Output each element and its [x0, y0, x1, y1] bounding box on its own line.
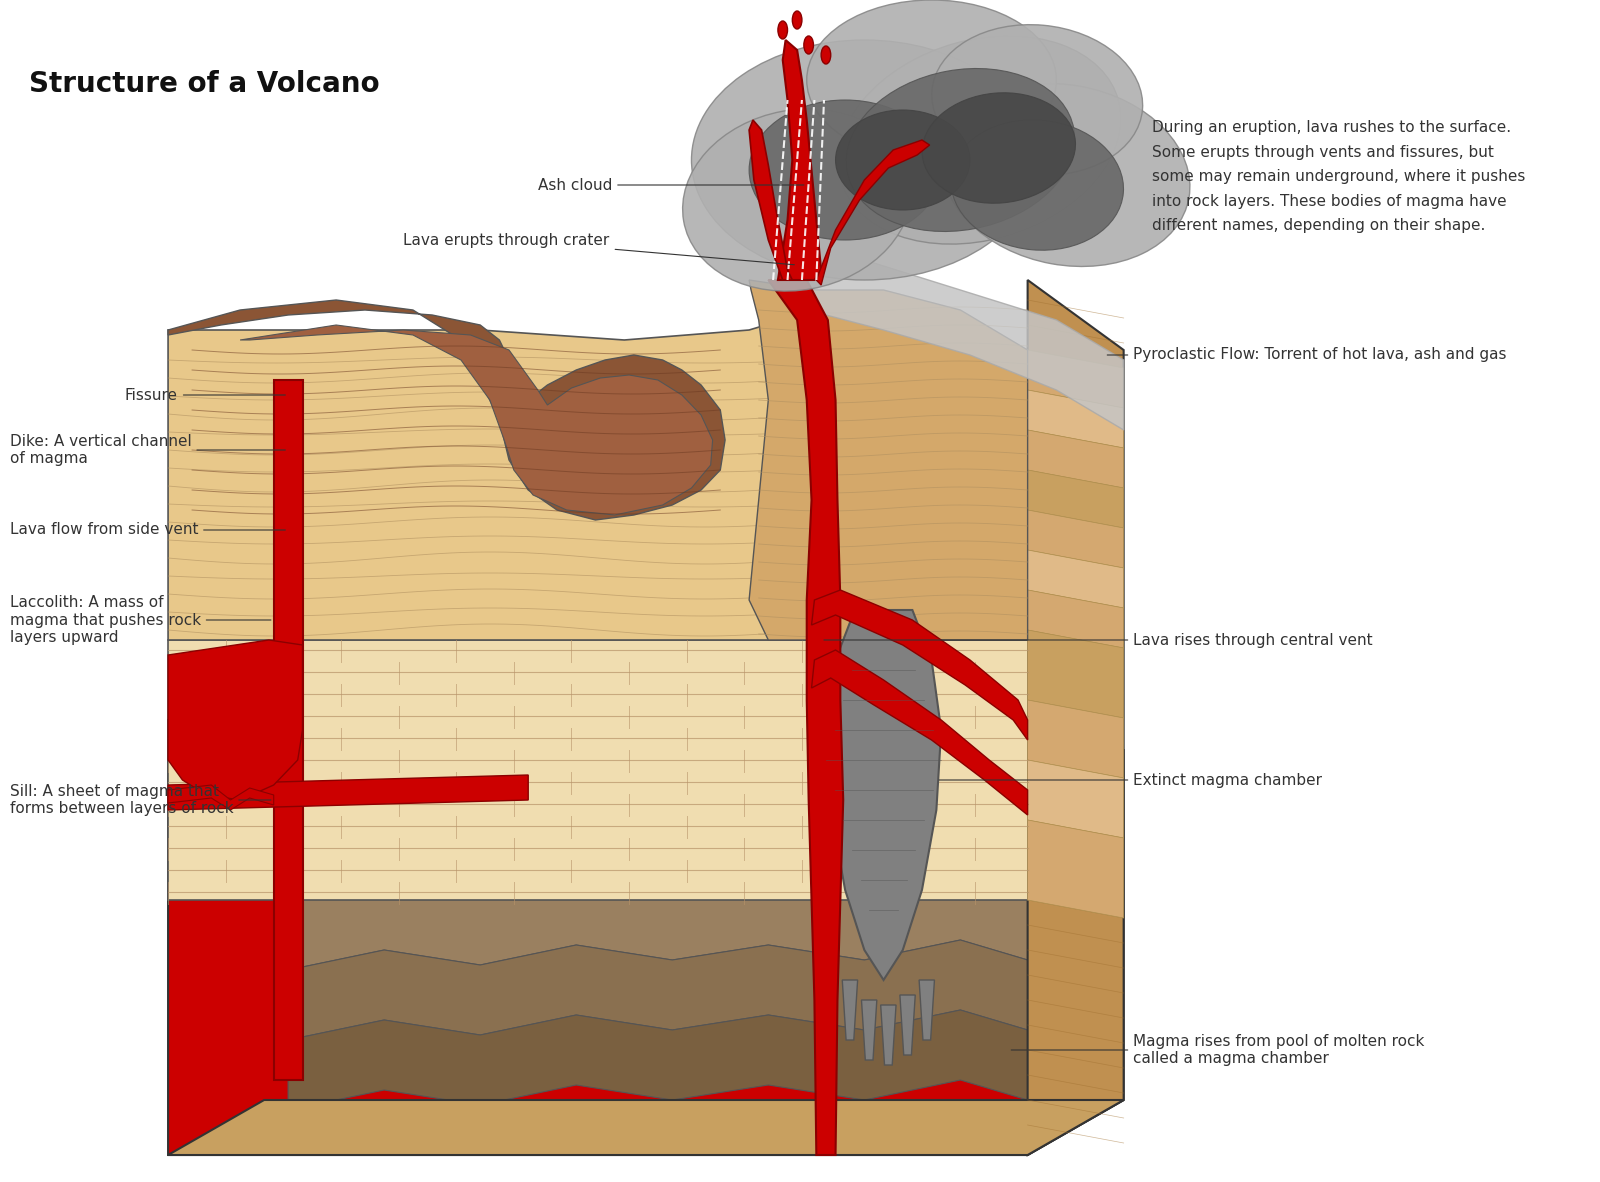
Polygon shape: [826, 610, 941, 980]
Polygon shape: [168, 300, 1027, 639]
Polygon shape: [168, 775, 528, 810]
Polygon shape: [842, 980, 858, 1040]
Polygon shape: [1027, 509, 1123, 569]
Text: Structure of a Volcano: Structure of a Volcano: [29, 70, 379, 98]
Ellipse shape: [838, 35, 1122, 245]
Polygon shape: [1027, 280, 1123, 1155]
Text: Fissure: Fissure: [125, 388, 285, 403]
Text: Laccolith: A mass of
magma that pushes rock
layers upward: Laccolith: A mass of magma that pushes r…: [10, 595, 270, 645]
Polygon shape: [1027, 760, 1123, 838]
Polygon shape: [1027, 820, 1123, 918]
Polygon shape: [288, 1009, 1027, 1110]
Polygon shape: [1027, 700, 1123, 778]
Text: Sill: A sheet of magma that
forms between layers of rock: Sill: A sheet of magma that forms betwee…: [10, 784, 270, 817]
Text: Ash cloud: Ash cloud: [538, 177, 803, 193]
Ellipse shape: [821, 46, 830, 64]
Polygon shape: [274, 379, 302, 1080]
Polygon shape: [1027, 390, 1123, 448]
Polygon shape: [899, 995, 915, 1056]
Polygon shape: [768, 280, 843, 1155]
Polygon shape: [1027, 470, 1123, 528]
Ellipse shape: [803, 35, 813, 54]
Ellipse shape: [846, 69, 1075, 232]
Polygon shape: [1027, 630, 1123, 717]
Ellipse shape: [806, 0, 1056, 160]
Polygon shape: [1027, 590, 1123, 648]
Text: Lava rises through central vent: Lava rises through central vent: [824, 632, 1373, 648]
Ellipse shape: [691, 40, 1037, 280]
Polygon shape: [168, 639, 302, 800]
Polygon shape: [168, 639, 1027, 900]
Polygon shape: [787, 260, 1123, 430]
Polygon shape: [1027, 430, 1123, 488]
Polygon shape: [168, 300, 725, 520]
Polygon shape: [816, 139, 930, 285]
Ellipse shape: [749, 100, 941, 240]
Text: Dike: A vertical channel
of magma: Dike: A vertical channel of magma: [10, 434, 285, 466]
Polygon shape: [240, 325, 712, 515]
Polygon shape: [749, 280, 1027, 639]
Polygon shape: [778, 40, 821, 280]
Ellipse shape: [778, 21, 787, 39]
Ellipse shape: [792, 11, 802, 30]
Text: Magma rises from pool of molten rock
called a magma chamber: Magma rises from pool of molten rock cal…: [1011, 1034, 1424, 1066]
Polygon shape: [168, 1100, 1123, 1155]
Ellipse shape: [942, 84, 1190, 266]
Polygon shape: [1027, 550, 1123, 608]
Ellipse shape: [950, 119, 1123, 251]
Ellipse shape: [683, 109, 912, 291]
Polygon shape: [168, 785, 274, 810]
Polygon shape: [1027, 350, 1123, 408]
Polygon shape: [811, 650, 1027, 816]
Ellipse shape: [922, 92, 1075, 203]
Polygon shape: [880, 1005, 896, 1065]
Text: Lava flow from side vent: Lava flow from side vent: [10, 522, 285, 538]
Polygon shape: [749, 121, 792, 280]
Text: Lava erupts through crater: Lava erupts through crater: [403, 233, 794, 265]
Polygon shape: [861, 1000, 877, 1060]
Polygon shape: [811, 590, 1027, 740]
Polygon shape: [168, 700, 1123, 1155]
Ellipse shape: [931, 25, 1142, 175]
Text: During an eruption, lava rushes to the surface.
Some erupts through vents and fi: During an eruption, lava rushes to the s…: [1152, 121, 1526, 233]
Polygon shape: [918, 980, 934, 1040]
Text: Extinct magma chamber: Extinct magma chamber: [939, 773, 1322, 787]
Text: Pyroclastic Flow: Torrent of hot lava, ash and gas: Pyroclastic Flow: Torrent of hot lava, a…: [1107, 348, 1507, 363]
Polygon shape: [288, 860, 1027, 970]
Ellipse shape: [835, 110, 970, 210]
Polygon shape: [288, 940, 1027, 1040]
